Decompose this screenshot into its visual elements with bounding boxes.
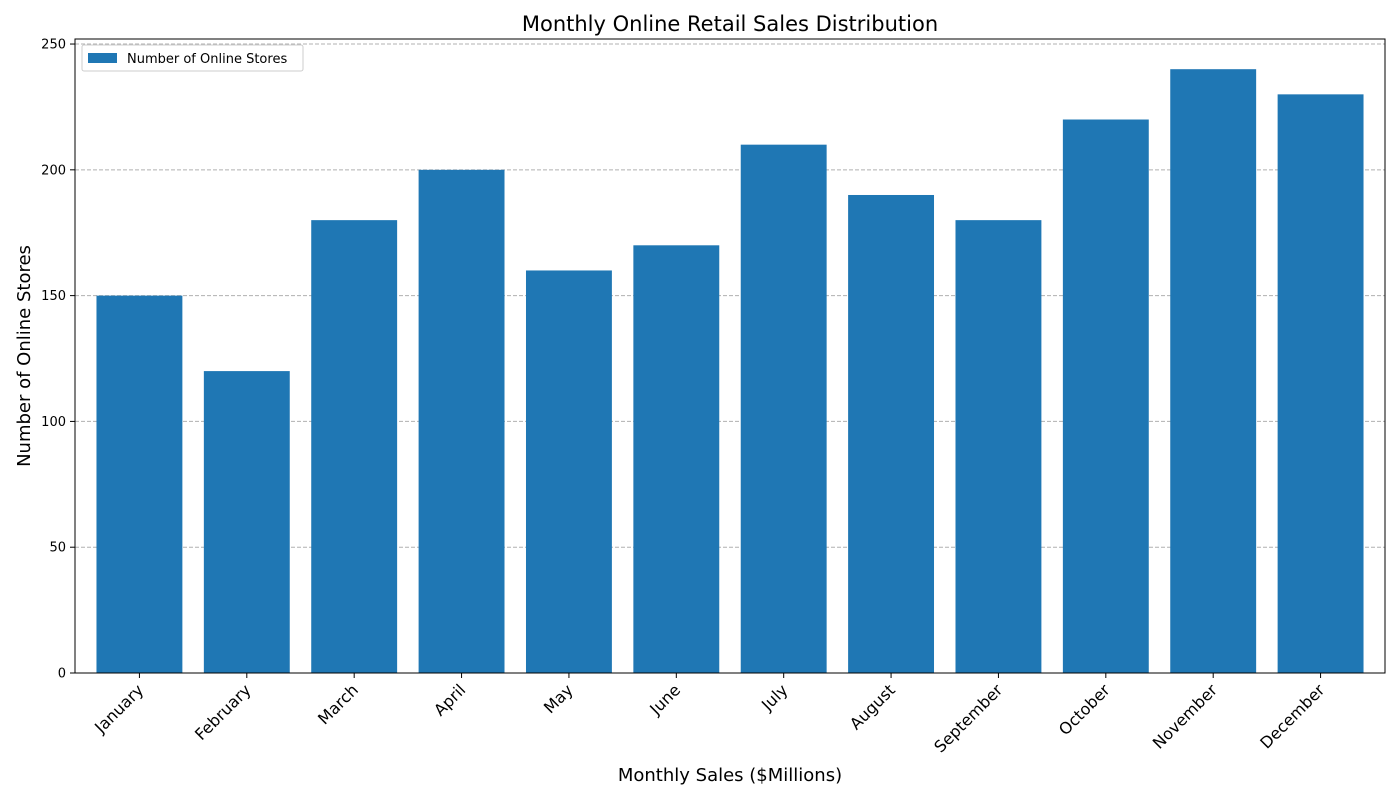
legend-box [81,44,304,72]
x-tick-label: April [430,680,469,719]
grid-lines [75,43,1385,548]
x-tick-label: October [1055,680,1114,739]
chart-title: Monthly Online Retail Sales Distribution [522,12,938,36]
x-axis-ticks: January February March April May June July Augu… [90,673,1329,756]
bar-december [1277,94,1364,674]
x-tick-label: May [540,680,577,717]
x-tick-label: March [314,680,362,728]
y-tick-label: 150 [41,289,66,304]
x-tick-label: December [1256,680,1328,752]
x-tick-label: June [645,680,684,719]
x-tick-label: August [846,680,899,733]
y-tick-label: 50 [49,541,66,556]
x-tick-label: January [90,680,147,737]
legend: Number of Online Stores [81,44,304,72]
bar-february [203,371,290,673]
plot-frame [74,38,1386,674]
legend-swatch [88,53,117,63]
bar-june [633,245,720,674]
bar-may [525,270,612,673]
x-tick-label: February [191,680,255,744]
y-tick-label: 250 [41,38,66,53]
x-tick-label: September [930,680,1006,756]
bars [96,69,1364,674]
y-tick-label: 200 [41,163,66,178]
bar-october [1062,119,1149,673]
bar-august [848,194,935,673]
y-tick-label: 0 [58,667,66,682]
x-tick-label: July [757,680,791,714]
bar-july [740,144,827,673]
bar-april [418,169,505,674]
bar-november [1170,69,1257,673]
y-axis-label: Number of Online Stores [14,245,35,467]
y-axis-ticks: 0 50 100 150 200 250 [41,38,75,682]
bar-march [311,220,398,673]
y-tick-label: 100 [41,415,66,430]
x-tick-label: November [1149,680,1222,753]
bar-january [96,295,183,673]
legend-label: Number of Online Stores [127,52,287,67]
bar-september [955,220,1042,673]
x-axis-label: Monthly Sales ($Millions) [618,765,842,786]
